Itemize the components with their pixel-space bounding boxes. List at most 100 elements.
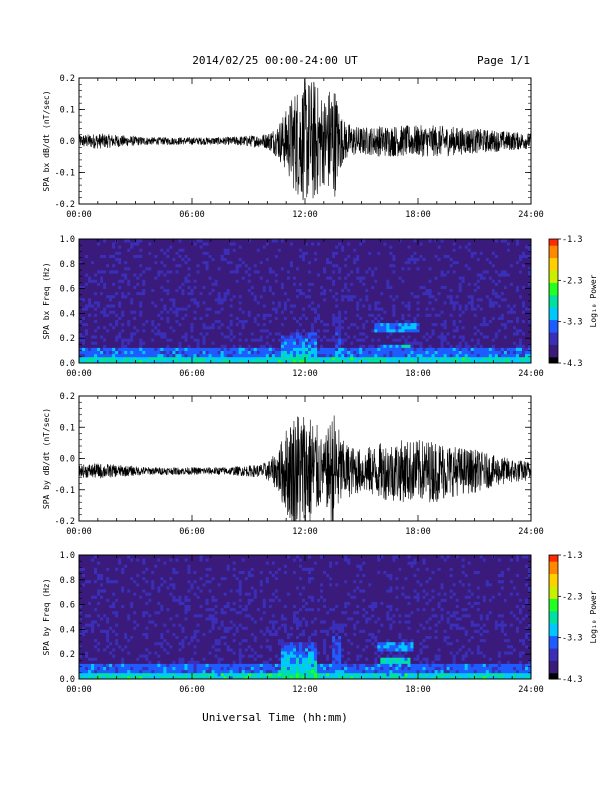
x-axis-0: 00:00 06:00 12:00 18:00 24:00	[66, 78, 544, 220]
heat-cell	[247, 254, 252, 258]
heat-cell	[356, 307, 360, 311]
heat-cell	[88, 263, 92, 268]
heat-cell	[404, 239, 408, 243]
heat-cell	[314, 347, 318, 351]
heat-cell	[292, 282, 297, 286]
heat-cell	[440, 328, 445, 333]
heat-cell	[443, 359, 448, 364]
heat-cell	[106, 347, 110, 351]
heat-cell	[238, 359, 243, 364]
heat-cell	[214, 356, 219, 361]
heat-cell	[121, 325, 125, 330]
heat-cell	[136, 248, 140, 252]
heat-cell	[422, 347, 426, 351]
heat-cell	[181, 242, 185, 246]
heat-cell	[443, 304, 448, 308]
heat-cell	[220, 338, 225, 342]
heat-cell	[244, 350, 249, 355]
heat-cell	[169, 294, 173, 299]
heat-cell	[247, 322, 252, 327]
heat-cell	[145, 307, 149, 311]
heat-cell	[232, 304, 237, 308]
heat-cell	[338, 307, 342, 311]
heat-cell	[187, 248, 191, 252]
heat-cell	[268, 270, 273, 274]
heat-cell	[301, 335, 306, 339]
heat-cell	[187, 344, 191, 348]
heat-cell	[425, 257, 429, 262]
heat-cell	[214, 266, 219, 271]
heat-cell	[283, 279, 288, 283]
heat-cell	[271, 307, 276, 311]
heat-cell	[112, 307, 116, 311]
heat-cell	[166, 350, 170, 355]
heat-cell	[332, 273, 336, 277]
heat-cell	[154, 356, 158, 361]
heat-cell	[145, 257, 149, 262]
heat-cell	[274, 291, 279, 296]
heat-cell	[431, 347, 435, 351]
heat-cell	[196, 328, 200, 333]
heat-cell	[208, 288, 212, 293]
heat-cell	[130, 288, 134, 293]
heat-cell	[280, 273, 285, 277]
heat-cell	[202, 273, 206, 277]
heat-cell	[292, 332, 297, 336]
heat-cell	[220, 307, 225, 311]
heat-cell	[305, 270, 309, 274]
heat-cell	[335, 338, 339, 342]
heat-cell	[133, 294, 137, 299]
heat-cell	[202, 297, 206, 302]
heat-cell	[223, 297, 228, 302]
heat-cell	[166, 248, 170, 252]
heat-cell	[256, 350, 261, 355]
heat-cell	[190, 294, 194, 299]
heat-cell	[166, 316, 170, 320]
heat-cell	[103, 316, 107, 320]
heat-cell	[121, 304, 125, 308]
heat-cell	[148, 350, 152, 355]
heat-cell	[235, 248, 240, 252]
heat-cell	[344, 239, 348, 243]
heat-cell	[283, 266, 288, 271]
heat-cell	[410, 344, 414, 348]
heat-cell	[298, 285, 303, 289]
heat-cell	[295, 359, 300, 364]
heat-cell	[211, 248, 215, 252]
heat-cell	[365, 245, 369, 249]
heat-cell	[175, 266, 179, 271]
heat-cell	[332, 335, 336, 339]
heat-cell	[374, 242, 378, 246]
heat-cell	[148, 282, 152, 286]
heat-cell	[428, 322, 432, 327]
heat-cell	[163, 282, 167, 286]
heat-cell	[91, 356, 95, 361]
heat-cell	[347, 325, 351, 330]
heat-cell	[298, 304, 303, 308]
heat-cell	[163, 356, 167, 361]
heat-cell	[308, 294, 312, 299]
heat-cell	[190, 325, 194, 330]
heat-cell	[217, 273, 222, 277]
heat-cell	[205, 273, 209, 277]
heat-cell	[109, 276, 113, 280]
heat-cell	[178, 304, 182, 308]
heat-cell	[314, 332, 318, 336]
heat-cell	[148, 344, 152, 348]
heat-cell	[356, 328, 360, 333]
heat-cell	[166, 313, 170, 317]
heat-cell	[359, 347, 363, 351]
heat-cell	[431, 316, 435, 320]
heat-cell	[145, 276, 149, 280]
heat-cell	[308, 350, 312, 355]
heat-cell	[205, 288, 209, 293]
heat-cell	[145, 251, 149, 255]
heat-cell	[199, 344, 203, 348]
heat-cell	[362, 251, 366, 255]
heat-cell	[323, 239, 327, 243]
heat-cell	[205, 347, 209, 351]
heat-cell	[323, 288, 327, 293]
heat-cell	[289, 266, 294, 271]
heat-cell	[151, 338, 155, 342]
heat-cell	[268, 239, 273, 243]
